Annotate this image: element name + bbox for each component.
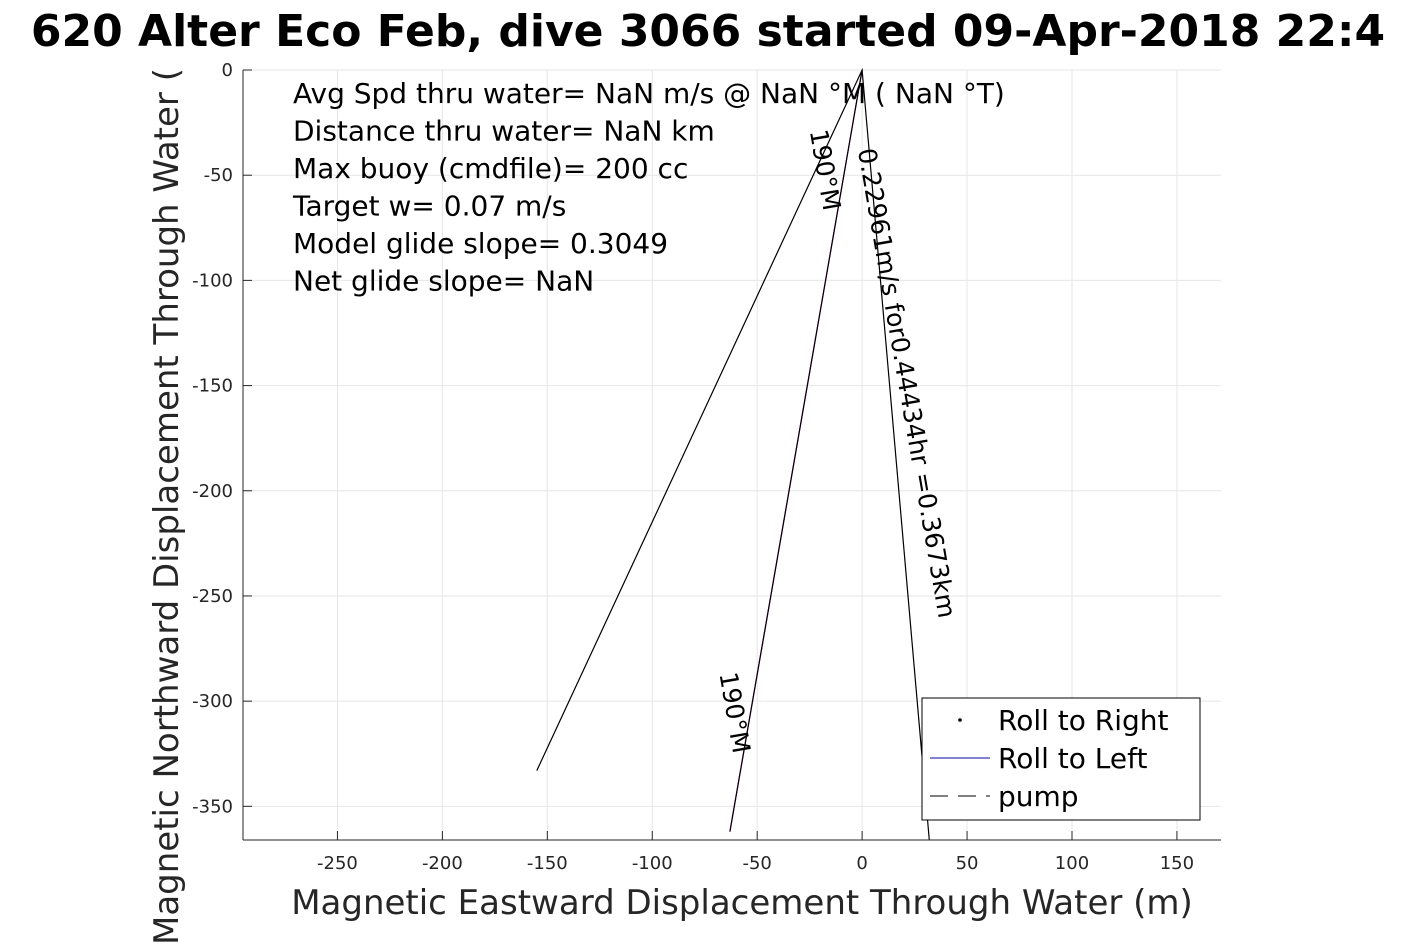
y-tick-label: -200 (192, 481, 233, 502)
legend-label: pump (998, 780, 1079, 813)
x-tick-label: -50 (742, 853, 771, 874)
y-tick-label: -50 (204, 165, 233, 186)
axes: -250 -200 -150 -100 -50 0 50 100 150 0 -50 -100 -150… (192, 60, 1221, 874)
legend-label: Roll to Left (998, 742, 1147, 775)
x-tick-label: -250 (317, 853, 358, 874)
plot-area (536, 67, 930, 841)
x-tick-label: -100 (632, 853, 673, 874)
x-axis-label: Magnetic Eastward Displacement Through W… (291, 883, 1193, 923)
y-tick-label: -150 (192, 376, 233, 397)
stats-line: Distance thru water= NaN km (293, 115, 715, 148)
x-tick-label: 0 (856, 853, 867, 874)
chart-title: 620 Alter Eco Feb, dive 3066 started 09-… (31, 6, 1385, 57)
y-tick-label: -250 (192, 586, 233, 607)
x-tick-label: 100 (1055, 853, 1089, 874)
y-tick-label: -300 (192, 691, 233, 712)
stats-line: Model glide slope= 0.3049 (293, 227, 668, 260)
stats-line: Target w= 0.07 m/s (292, 190, 566, 223)
legend-label: Roll to Right (998, 704, 1169, 737)
legend-box (921, 697, 1201, 821)
stats-line: Avg Spd thru water= NaN m/s @ NaN °M ( N… (293, 77, 1005, 110)
x-tick-label: 50 (956, 853, 979, 874)
y-axis-label: Magnetic Northward Displacement Through … (147, 68, 187, 945)
y-tick-label: -350 (192, 796, 233, 817)
x-tick-label: 150 (1160, 853, 1194, 874)
track-line-2 (729, 69, 863, 832)
x-tick-label: -150 (527, 853, 568, 874)
x-tick-label: -200 (422, 853, 463, 874)
grid-lines (243, 69, 1221, 840)
y-tick-label: -100 (192, 270, 233, 291)
y-tick-label: 0 (222, 60, 233, 81)
stats-line: Max buoy (cmdfile)= 200 cc (293, 152, 688, 185)
stats-line: Net glide slope= NaN (293, 265, 594, 298)
legend-marker-dot (958, 718, 962, 722)
legend: Roll to Right Roll to Left pump (921, 697, 1201, 821)
